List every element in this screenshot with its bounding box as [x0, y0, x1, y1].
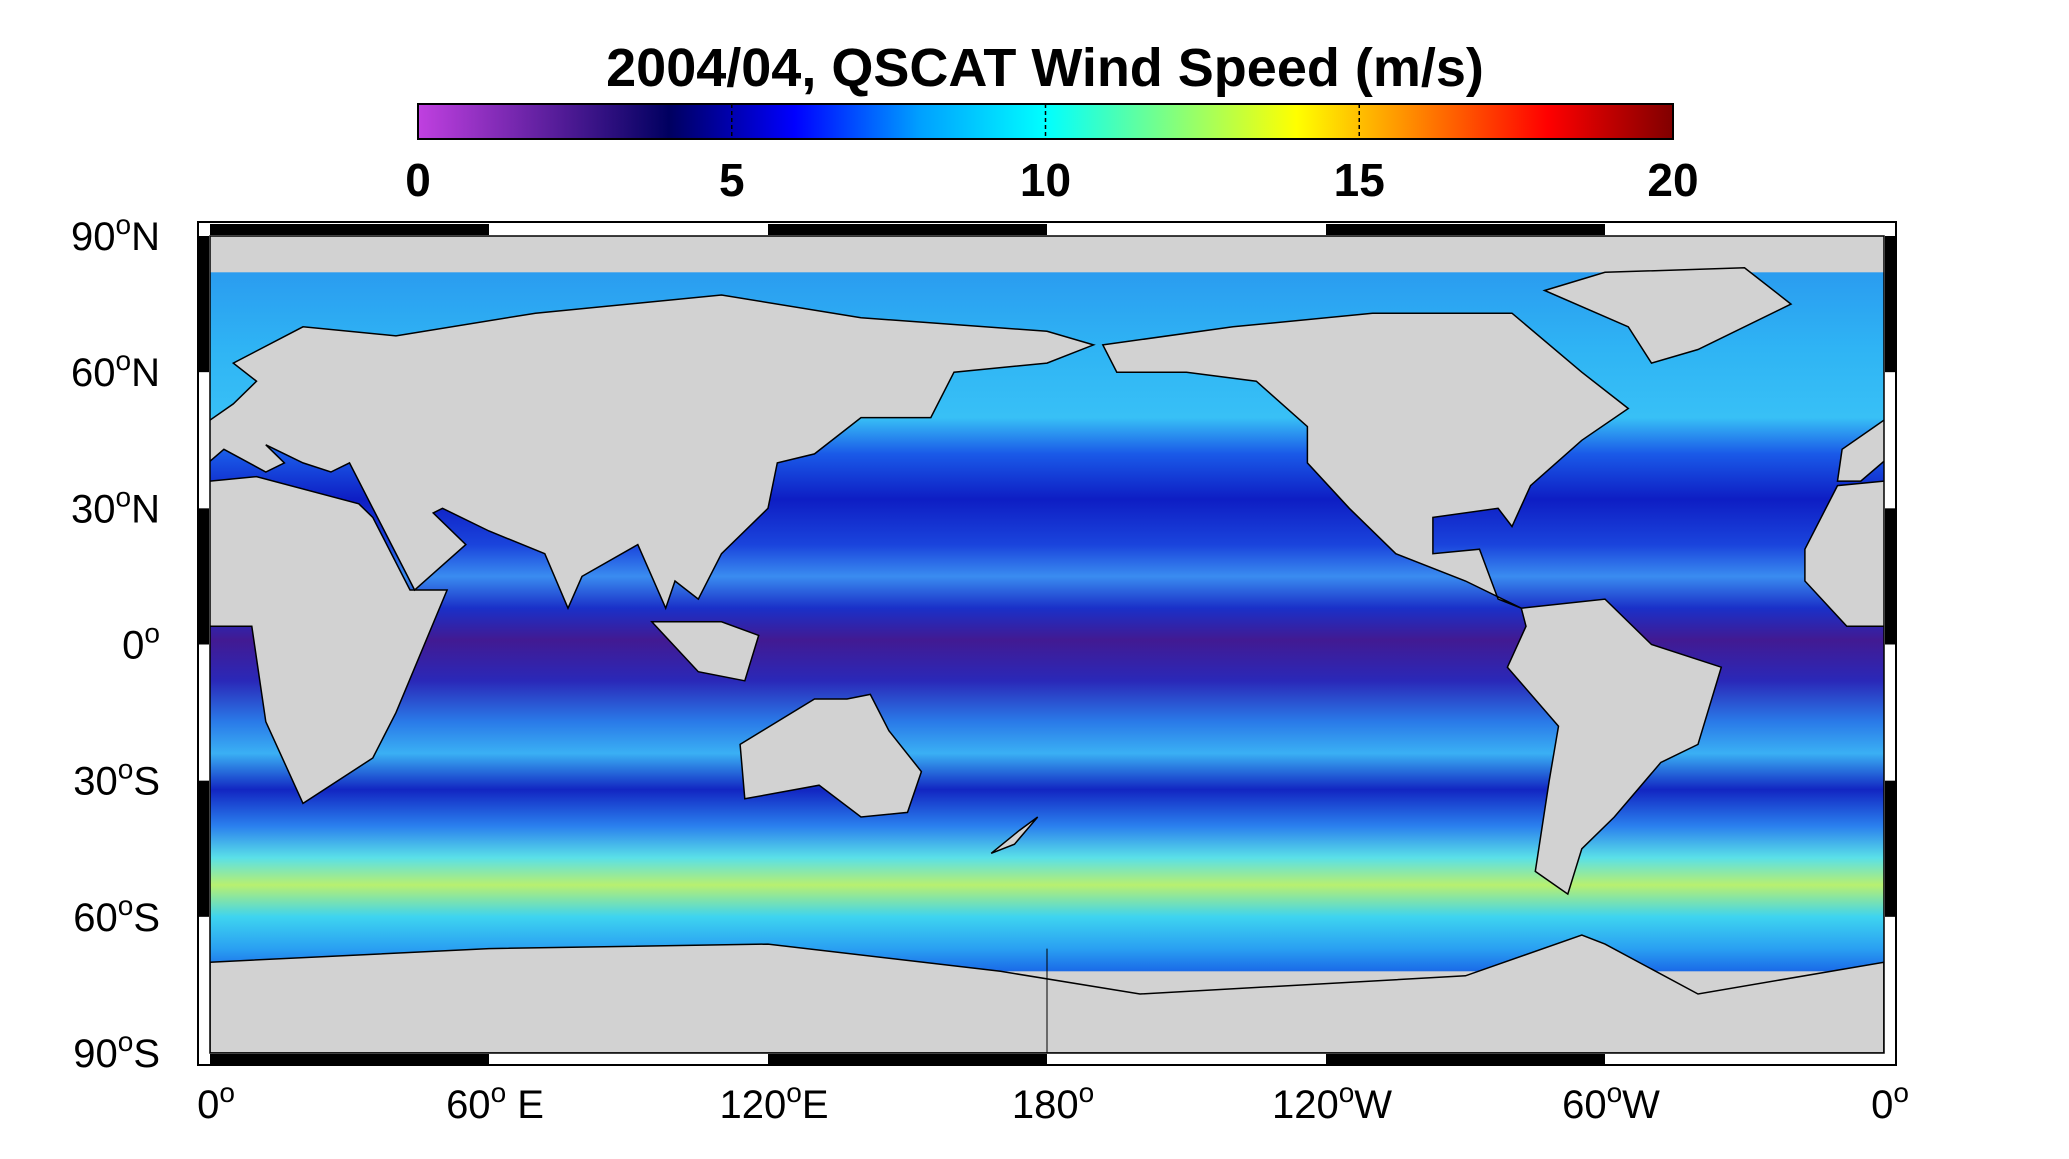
- lat-label-part: S: [133, 896, 160, 940]
- land: [1506, 598, 1723, 896]
- lat-label: 90oS: [73, 1026, 160, 1076]
- lat-label-part: 90: [71, 215, 116, 259]
- lat-label: 30oS: [73, 754, 160, 804]
- lat-label: 30oN: [71, 481, 160, 531]
- colorbar-tick-label: 15: [1334, 154, 1385, 206]
- lon-label-part: o: [1607, 1077, 1623, 1108]
- lat-label-part: N: [131, 215, 160, 259]
- lon-label-part: W: [1622, 1083, 1660, 1127]
- lon-label-part: 120: [719, 1083, 786, 1127]
- lon-label-part: o: [491, 1077, 507, 1108]
- lon-label: 120oE: [719, 1077, 828, 1127]
- frame-bar: [210, 1054, 489, 1064]
- frame-bar: [199, 780, 209, 917]
- lon-label: 120oW: [1272, 1077, 1392, 1127]
- colorbar-tick-label: 0: [405, 154, 431, 206]
- land: [210, 294, 1096, 611]
- lon-label: 180o: [1012, 1077, 1094, 1127]
- lon-label-part: W: [1354, 1083, 1392, 1127]
- lon-label-part: o: [1893, 1077, 1909, 1108]
- colorbar-tick-label: 5: [719, 154, 745, 206]
- frame-bar: [199, 236, 209, 373]
- land: [1883, 961, 1884, 1053]
- land: [1836, 419, 1884, 482]
- lat-label-part: o: [118, 1026, 134, 1057]
- frame-bar: [768, 1054, 1047, 1064]
- lon-label-part: 60: [1562, 1083, 1607, 1127]
- lat-label: 0o: [122, 618, 160, 668]
- land: [1804, 480, 1884, 628]
- lat-label-part: S: [133, 1032, 160, 1076]
- lat-label-part: N: [131, 487, 160, 531]
- frame-bar: [1885, 780, 1895, 917]
- land: [1542, 267, 1793, 364]
- land: [739, 693, 923, 818]
- lon-label-part: 0: [1871, 1083, 1893, 1127]
- lat-label-part: 30: [73, 760, 118, 804]
- lon-label-part: o: [1339, 1077, 1355, 1108]
- lat-label-part: 90: [73, 1032, 118, 1076]
- lat-label: 60oN: [71, 345, 160, 395]
- lon-label: 60o E: [446, 1077, 544, 1127]
- plot-border: [209, 235, 1885, 1054]
- colorbar-tick-label: 20: [1647, 154, 1698, 206]
- lat-label-part: o: [116, 345, 132, 376]
- frame-bar: [210, 224, 489, 235]
- land: [0, 268, 117, 363]
- frame-bar: [1885, 236, 1895, 373]
- lat-label: 60oS: [73, 890, 160, 940]
- frame-bar: [1326, 224, 1605, 235]
- land: [650, 621, 760, 682]
- title: 2004/04, QSCAT Wind Speed (m/s): [606, 38, 1484, 98]
- frame-bar: [1326, 1054, 1605, 1064]
- lat-label-part: o: [116, 209, 132, 240]
- land: [990, 816, 1039, 854]
- lat-label-part: 60: [73, 896, 118, 940]
- lon-label: 60oW: [1562, 1077, 1660, 1127]
- land: [210, 475, 449, 805]
- land: [1101, 312, 1630, 609]
- lon-label: 0o: [1871, 1077, 1909, 1127]
- lon-label-part: o: [219, 1077, 235, 1108]
- frame-bar: [199, 508, 209, 645]
- colorbar-tick-label: 10: [1020, 154, 1071, 206]
- lon-label-part: o: [1079, 1077, 1095, 1108]
- lat-label: 90oN: [71, 209, 160, 259]
- lat-label-part: o: [118, 754, 134, 785]
- map-plot: [0, 236, 1884, 1053]
- lon-label-part: E: [802, 1083, 829, 1127]
- lat-label-part: o: [118, 890, 134, 921]
- lat-label-part: o: [144, 618, 160, 649]
- lon-label-part: o: [786, 1077, 802, 1108]
- lon-label-part: E: [506, 1083, 544, 1127]
- lon-label: 0o: [197, 1077, 235, 1127]
- lon-label-part: 60: [446, 1083, 491, 1127]
- lat-label-part: 0: [122, 624, 144, 668]
- frame-bar: [768, 224, 1047, 235]
- lat-label-part: 60: [71, 351, 116, 395]
- lon-label-part: 180: [1012, 1083, 1079, 1127]
- lat-label-part: S: [133, 760, 160, 804]
- lat-label-part: N: [131, 351, 160, 395]
- lat-label-part: 30: [71, 487, 116, 531]
- land: [0, 599, 47, 894]
- lon-label-part: 120: [1272, 1083, 1339, 1127]
- frame-bar: [1885, 508, 1895, 645]
- lat-label-part: o: [116, 481, 132, 512]
- lon-label-part: 0: [197, 1083, 219, 1127]
